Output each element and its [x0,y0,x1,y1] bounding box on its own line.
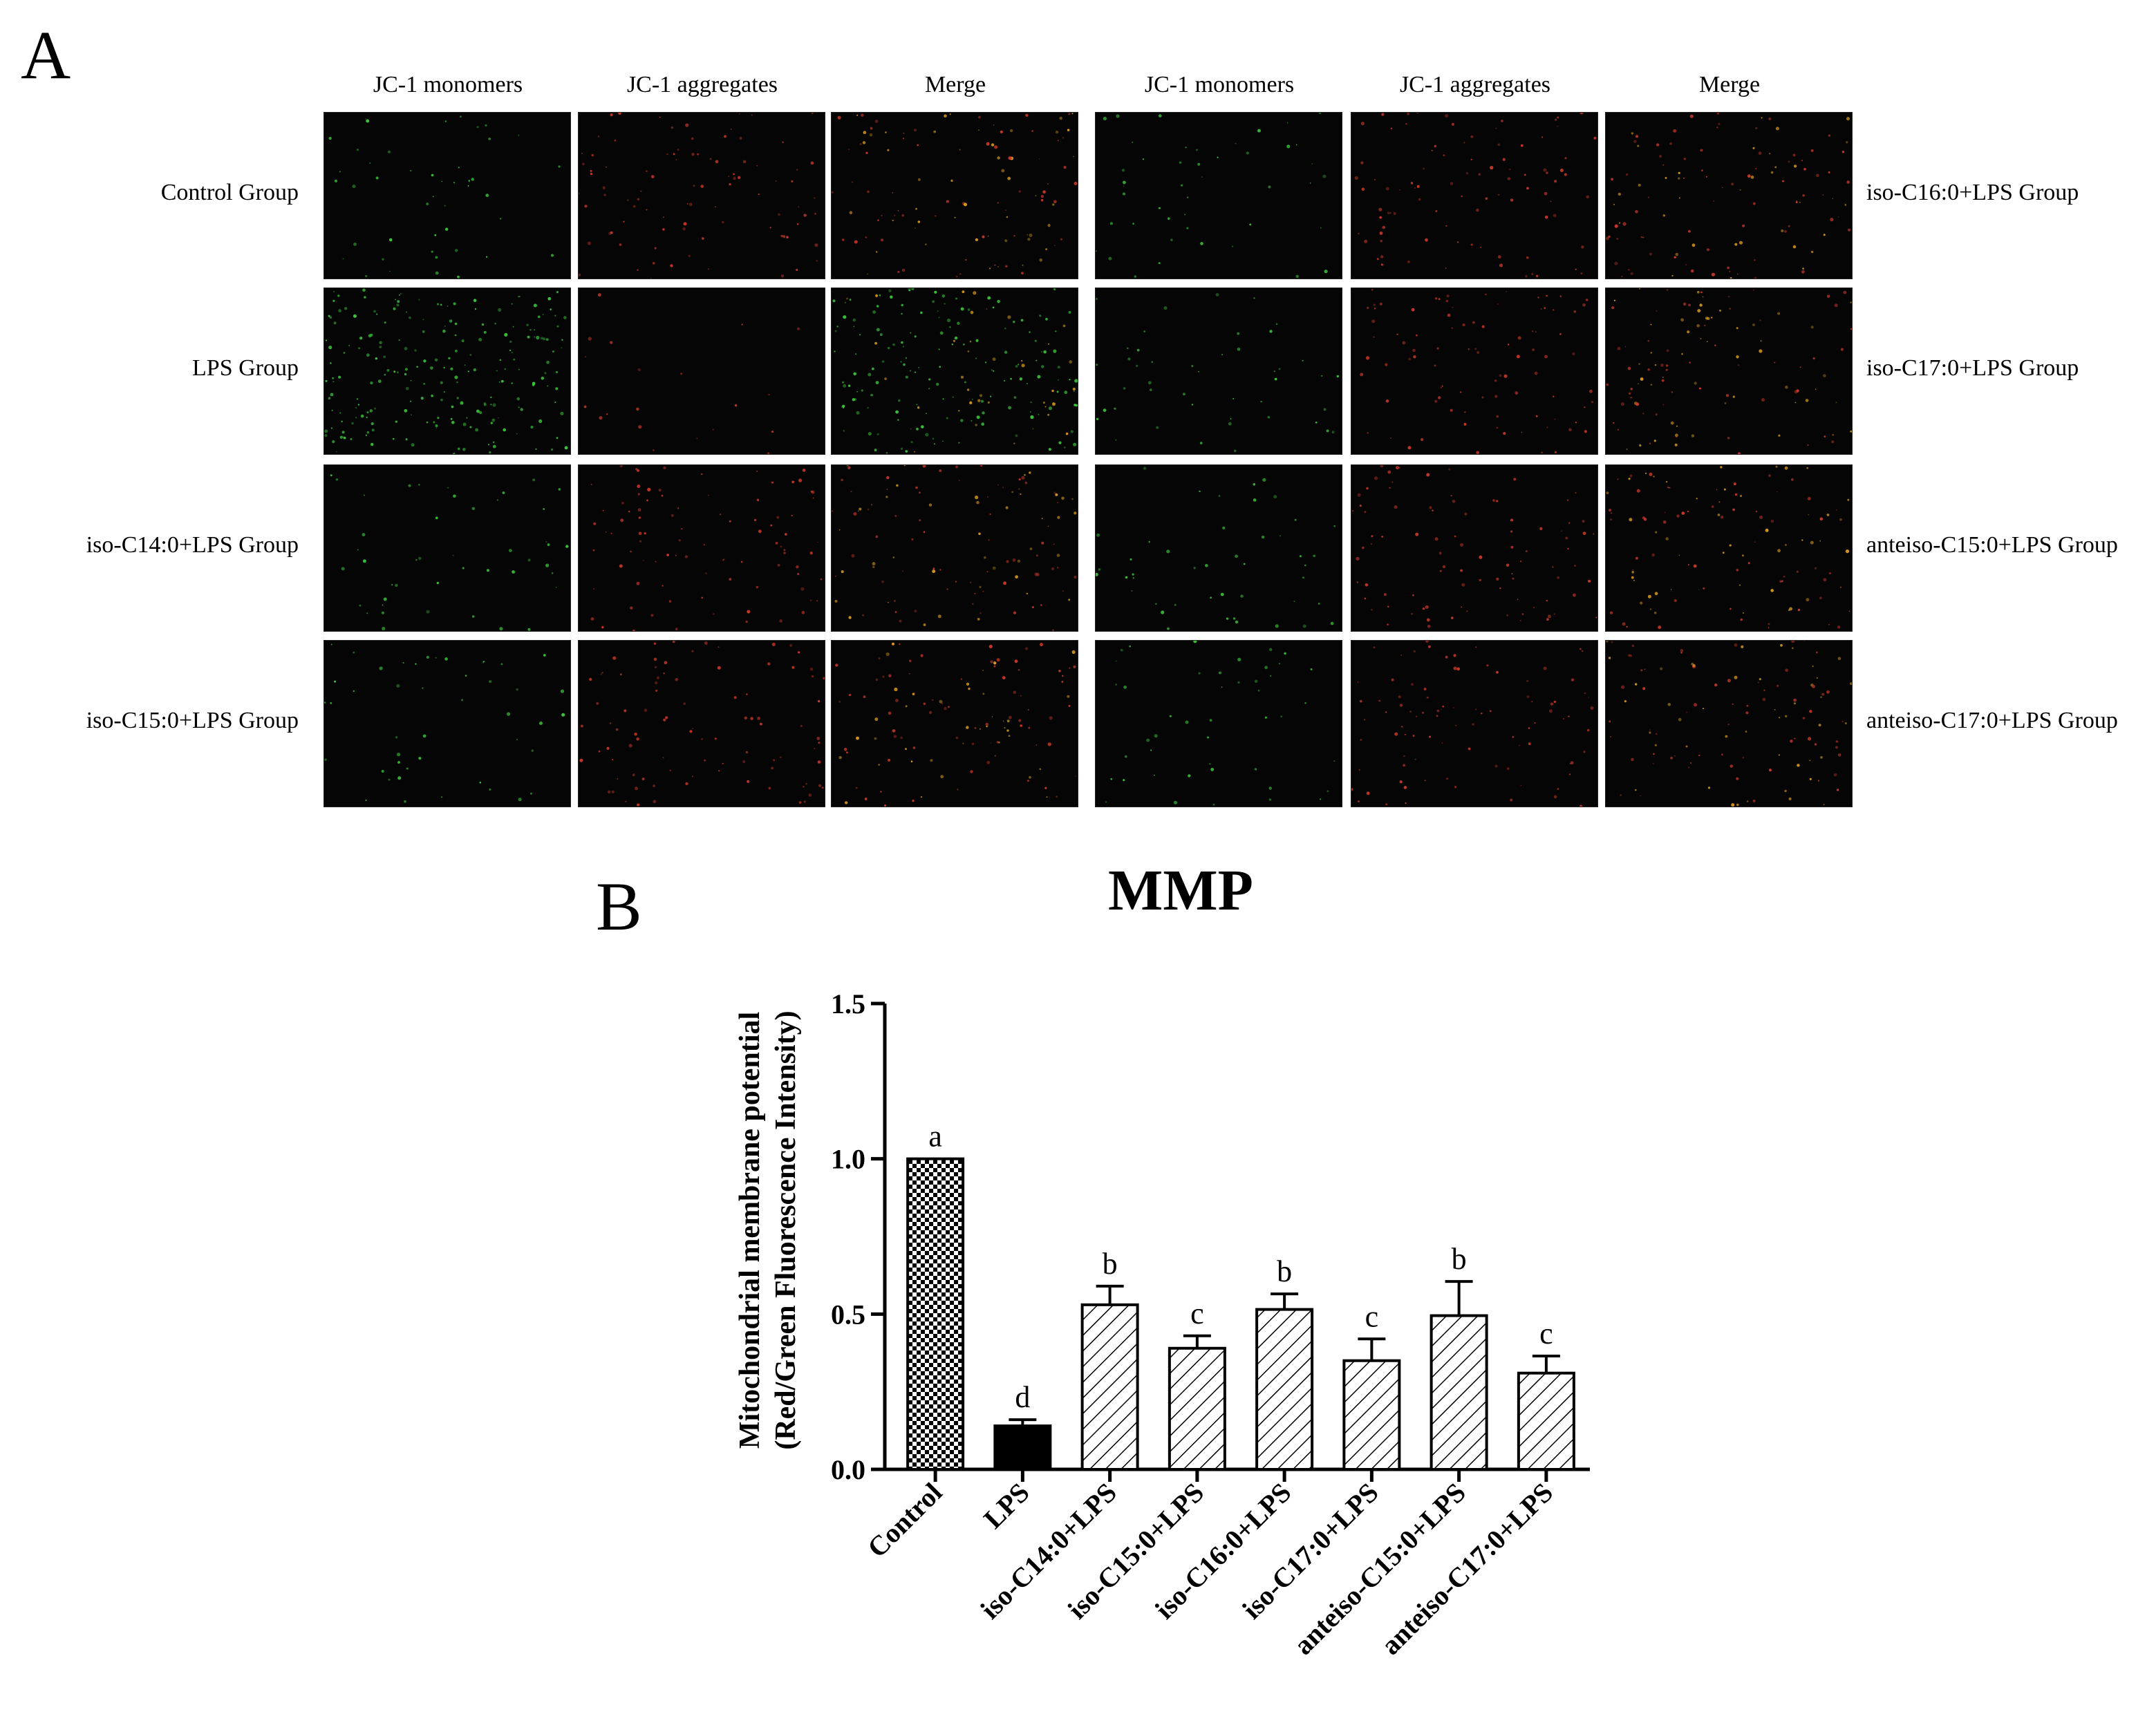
micrograph [1605,640,1853,807]
micrograph [1351,640,1598,807]
bar [1080,1303,1139,1471]
micrograph [578,464,825,632]
micrograph [1605,288,1853,455]
micrograph [831,640,1078,807]
bar [1429,1314,1488,1471]
micrograph [324,464,571,632]
group-label: anteiso-C15:0+LPS Group [1866,532,2118,558]
significance-label: c [1190,1297,1204,1330]
bar [1517,1371,1575,1471]
micrograph [1605,112,1853,279]
chart-title: MMP [1108,858,1253,923]
significance-label: a [928,1120,942,1154]
micrograph [1095,640,1342,807]
micrograph [831,464,1078,632]
column-header: Merge [1698,72,1761,97]
significance-label: b [1452,1242,1467,1276]
panel-a-letter: A [21,17,71,93]
micrograph [1095,288,1342,455]
column-header: JC-1 monomers [1144,72,1295,97]
significance-label: b [1277,1254,1292,1288]
micrograph [1095,464,1342,632]
panel-b-letter: B [596,868,642,945]
column-header: JC-1 aggregates [626,72,778,97]
column-header: JC-1 monomers [373,72,523,97]
group-label: Control Group [160,180,299,205]
y-axis-label: Mitochondrial membrane potential [734,1012,766,1449]
significance-label: d [1015,1380,1030,1414]
bar [1255,1308,1314,1471]
y-axis-label-units: (Red/Green Fluorescence Intensity) [770,1010,802,1449]
bar [993,1424,1052,1471]
y-tick-label: 1.5 [831,988,865,1019]
y-tick-label: 0.0 [831,1454,865,1485]
group-label: iso-C17:0+LPS Group [1866,355,2079,381]
column-header: JC-1 aggregates [1399,72,1551,97]
micrograph [324,640,571,807]
y-tick-label: 0.5 [831,1299,865,1330]
micrograph [578,640,825,807]
group-label: iso-C16:0+LPS Group [1866,180,2079,205]
micrograph [578,288,825,455]
y-tick-label: 1.0 [831,1144,865,1175]
micrograph [1095,112,1342,279]
group-label: LPS Group [192,355,299,381]
group-label: anteiso-C17:0+LPS Group [1866,708,2118,733]
significance-label: c [1365,1299,1379,1333]
micrograph [831,288,1078,455]
micrograph [324,288,571,455]
bar [906,1157,965,1471]
micrograph [578,112,825,279]
group-label: iso-C15:0+LPS Group [86,708,299,733]
bar [1168,1346,1226,1471]
x-tick-label: anteiso-C17:0+LPS [1375,1477,1559,1661]
x-tick-label: LPS [977,1477,1035,1535]
significance-label: b [1103,1247,1118,1281]
micrograph [324,112,571,279]
x-tick-label: Control [861,1477,948,1564]
micrograph [1351,112,1598,279]
micrograph [831,112,1078,279]
column-header: Merge [924,72,986,97]
micrograph [1351,464,1598,632]
bar [1342,1359,1401,1471]
micrograph [1605,464,1853,632]
mmp-bar-chart: MMP Mitochondrial membrane potential (Red/… [734,858,1590,1661]
significance-label: c [1539,1317,1553,1350]
group-label: iso-C14:0+LPS Group [86,532,299,558]
micrograph [1351,288,1598,455]
